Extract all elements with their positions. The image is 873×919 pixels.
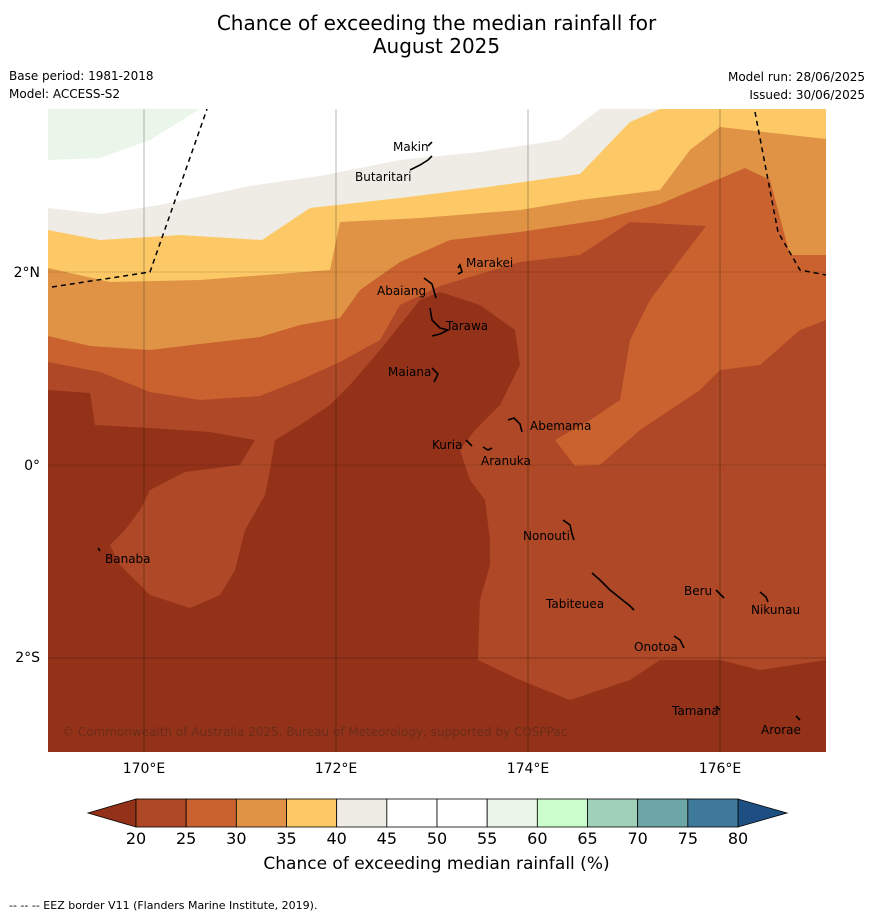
colorbar: 20 25 30 35 40 45 50 55 60 65 70 75 80 xyxy=(86,798,789,848)
colorbar-tick-20: 20 xyxy=(126,829,146,848)
colorbar-tick-55: 55 xyxy=(477,829,497,848)
eez-border xyxy=(51,109,826,288)
island-shapes xyxy=(97,141,801,721)
lon-label-170: 170°E xyxy=(123,761,166,777)
issued-date: Issued: 30/06/2025 xyxy=(749,88,865,102)
copyright-text: © Commonwealth of Australia 2025, Bureau… xyxy=(62,725,567,739)
place-label-nikunau: Nikunau xyxy=(751,603,800,617)
lon-label-176: 176°E xyxy=(699,761,742,777)
band-20-25-east xyxy=(620,408,826,640)
colorbar-tick-45: 45 xyxy=(377,829,397,848)
place-label-makin: Makin xyxy=(393,140,429,154)
map-area: © Commonwealth of Australia 2025, Bureau… xyxy=(48,109,826,752)
colorbar-cell-50 xyxy=(436,798,488,828)
colorbar-under-arrow xyxy=(86,798,137,828)
colorbar-tick-70: 70 xyxy=(627,829,647,848)
colorbar-cell-20 xyxy=(135,798,187,828)
place-labels: Makin Butaritari Marakei Abaiang Tarawa Maian… xyxy=(105,140,801,737)
colorbar-tick-60: 60 xyxy=(527,829,547,848)
footer-note: -- -- -- EEZ border V11 (Flanders Marine… xyxy=(9,899,318,912)
graticule xyxy=(48,109,826,752)
place-label-butaritari: Butaritari xyxy=(355,170,412,184)
model-name: Model: ACCESS-S2 xyxy=(9,87,121,101)
band-below-20 xyxy=(48,292,826,752)
place-label-arorae: Arorae xyxy=(761,723,801,737)
base-period: Base period: 1981-2018 xyxy=(9,69,154,83)
lat-label-2s: 2°S xyxy=(15,650,40,666)
colorbar-tick-65: 65 xyxy=(577,829,597,848)
colorbar-cell-35 xyxy=(286,798,338,828)
place-label-banaba: Banaba xyxy=(105,552,151,566)
place-label-kuria: Kuria xyxy=(432,438,463,452)
colorbar-cell-30 xyxy=(235,798,287,828)
place-label-aranuka: Aranuka xyxy=(481,454,531,468)
lat-label-0: 0° xyxy=(24,458,40,474)
meta-left: Base period: 1981-2018 Model: ACCESS-S2 xyxy=(9,67,154,103)
colorbar-tick-30: 30 xyxy=(226,829,246,848)
colorbar-tick-25: 25 xyxy=(176,829,196,848)
axis-labels: 2°N 0° 2°S 170°E 172°E 174°E 176°E xyxy=(14,265,742,777)
meta-right: Model run: 28/06/2025 Issued: 30/06/2025 xyxy=(728,68,865,104)
place-label-maiana: Maiana xyxy=(388,365,431,379)
colorbar-cell-75 xyxy=(687,798,739,828)
title-line-1: Chance of exceeding the median rainfall … xyxy=(216,11,657,35)
colorbar-tick-75: 75 xyxy=(678,829,698,848)
colorbar-cell-65 xyxy=(587,798,639,828)
colorbar-cell-55 xyxy=(486,798,538,828)
colorbar-tick-35: 35 xyxy=(276,829,296,848)
map-title: Chance of exceeding the median rainfall … xyxy=(0,12,873,58)
colorbar-cell-70 xyxy=(637,798,689,828)
title-line-2: August 2025 xyxy=(372,34,501,58)
lon-label-174: 174°E xyxy=(507,761,550,777)
place-label-abemama: Abemama xyxy=(530,419,591,433)
colorbar-cell-45 xyxy=(386,798,438,828)
place-label-marakei: Marakei xyxy=(466,256,513,270)
place-label-tamana: Tamana xyxy=(671,704,719,718)
place-label-beru: Beru xyxy=(684,584,712,598)
band-55-60 xyxy=(48,109,200,160)
colorbar-cell-60 xyxy=(536,798,588,828)
lat-label-2n: 2°N xyxy=(14,265,40,281)
model-run: Model run: 28/06/2025 xyxy=(727,70,865,84)
colorbar-tick-40: 40 xyxy=(326,829,346,848)
colorbar-tick-80: 80 xyxy=(728,829,748,848)
place-label-nonouti: Nonouti xyxy=(523,529,570,543)
place-label-tarawa: Tarawa xyxy=(445,319,488,333)
lon-label-172: 172°E xyxy=(315,761,358,777)
place-label-tabiteuea: Tabiteuea xyxy=(545,597,604,611)
place-label-onotoa: Onotoa xyxy=(634,640,678,654)
place-label-abaiang: Abaiang xyxy=(377,284,426,298)
colorbar-label: Chance of exceeding median rainfall (%) xyxy=(263,854,610,874)
colorbar-cell-25 xyxy=(185,798,237,828)
colorbar-tick-50: 50 xyxy=(427,829,447,848)
colorbar-cell-40 xyxy=(336,798,388,828)
colorbar-over-arrow xyxy=(737,798,789,828)
